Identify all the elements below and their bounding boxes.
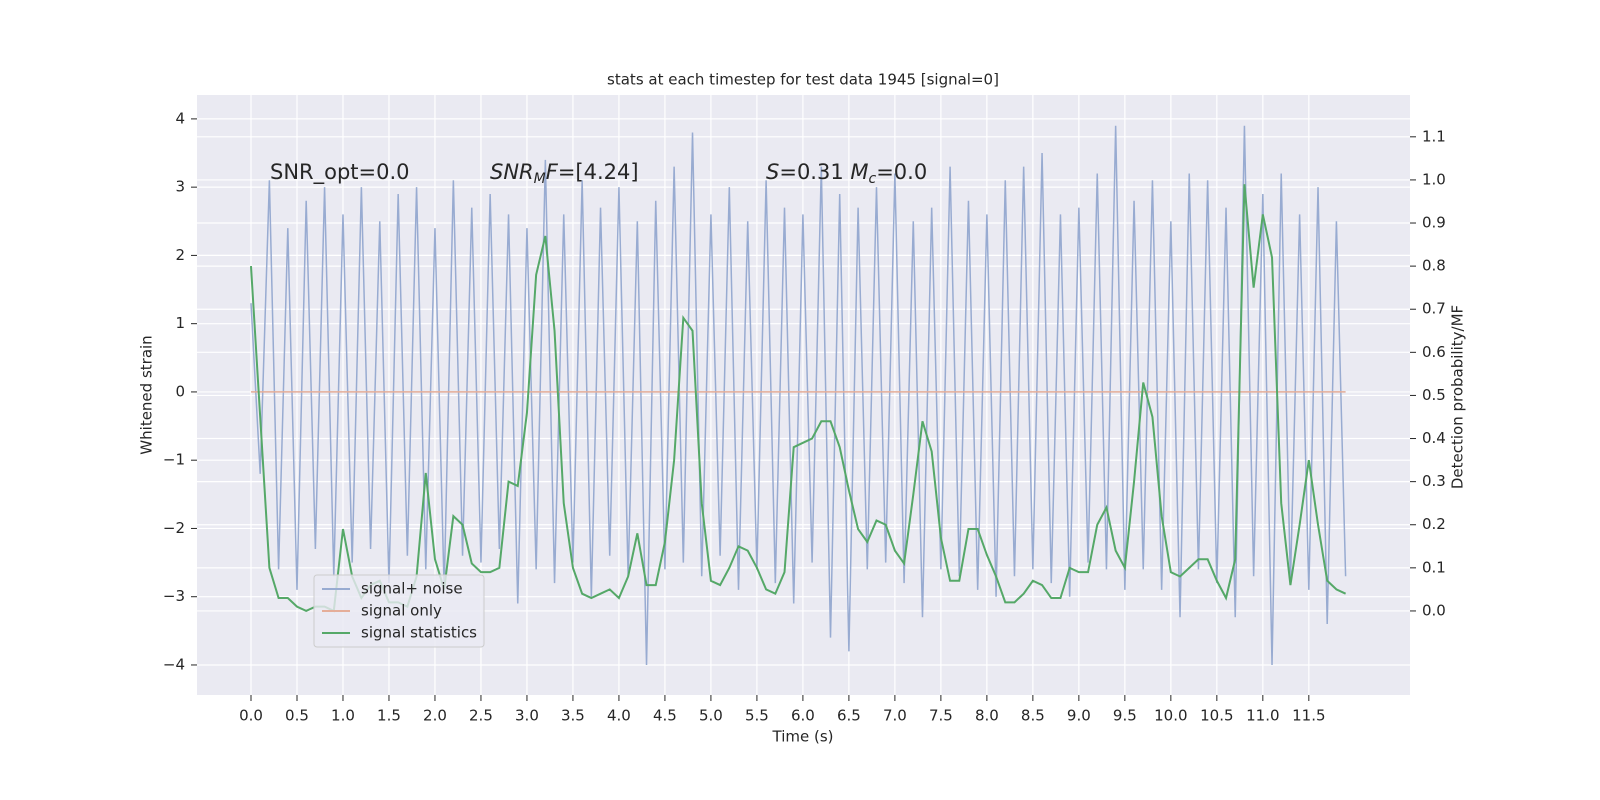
x-tick-label: 8.0 <box>975 707 999 725</box>
y2-tick-label: 0.0 <box>1422 601 1446 619</box>
y-tick-label: −3 <box>163 587 185 605</box>
annotation-part: =[4.24] <box>558 160 639 184</box>
x-tick-label: 9.0 <box>1067 707 1091 725</box>
y2-tick-label: 0.5 <box>1422 386 1446 404</box>
y-tick-label: 2 <box>175 246 185 264</box>
y-tick-label: 0 <box>175 382 185 400</box>
x-tick-label: 10.5 <box>1200 707 1233 725</box>
annotation-part: F <box>546 160 559 184</box>
x-tick-label: 3.5 <box>561 707 585 725</box>
marks <box>249 125 1347 665</box>
x-tick-label: 11.0 <box>1246 707 1279 725</box>
x-tick-label: 4.5 <box>653 707 677 725</box>
y2-tick-label: 0.8 <box>1422 257 1446 275</box>
y-tick-label: 4 <box>175 109 185 127</box>
annotation-part: S <box>766 160 779 184</box>
annotation: S=0.31 Mc=0.0 <box>766 160 927 187</box>
annotation-part: SNR_opt=0.0 <box>270 160 410 185</box>
annotation-part: =0.0 <box>876 160 927 184</box>
y-tick-label: −2 <box>163 519 185 537</box>
x-tick-label: 7.5 <box>929 707 953 725</box>
y-tick-label: −4 <box>163 655 185 673</box>
legend-box <box>313 574 485 648</box>
annotation-part: M <box>850 160 868 184</box>
annotations: SNR_opt=0.0 SNRMF=[4.24] S=0.31 Mc=0.0 <box>270 160 927 187</box>
y-axis-label: Whitened strain <box>138 335 156 454</box>
y-tick-label: 1 <box>175 314 185 332</box>
x-tick-label: 10.0 <box>1154 707 1187 725</box>
y2-axis-label: Detection probability/MF <box>1449 305 1467 489</box>
x-tick-label: 5.0 <box>699 707 723 725</box>
x-tick-label: 2.0 <box>423 707 447 725</box>
annotation: SNRMF=[4.24] <box>490 160 639 187</box>
y2-tick-label: 0.7 <box>1422 300 1446 318</box>
x-tick-label: 4.0 <box>607 707 631 725</box>
x-tick-label: 6.0 <box>791 707 815 725</box>
x-tick-label: 8.5 <box>1021 707 1045 725</box>
y2-tick-label: 0.4 <box>1422 429 1446 447</box>
x-tick-label: 1.5 <box>377 707 401 725</box>
y-tick-label: −1 <box>163 451 185 469</box>
annotation-part: =0.31 <box>779 160 850 184</box>
x-tick-label: 1.0 <box>331 707 355 725</box>
series-line <box>249 184 1347 613</box>
y-tick-label: 3 <box>175 178 185 196</box>
x-tick-label: 2.5 <box>469 707 493 725</box>
x-axis-label: Time (s) <box>772 728 834 746</box>
x-tick-label: 9.5 <box>1113 707 1137 725</box>
chart-title: stats at each timestep for test data 194… <box>607 71 999 89</box>
x-tick-label: 3.0 <box>515 707 539 725</box>
legend-label: signal statistics <box>361 624 477 642</box>
legend-label: signal only <box>361 602 442 620</box>
legend-label: signal+ noise <box>361 580 463 598</box>
x-tick-label: 0.5 <box>285 707 309 725</box>
x-tick-label: 11.5 <box>1292 707 1325 725</box>
legend: signal+ noise signal only signal statistic… <box>313 574 485 648</box>
annotation-part: c <box>869 171 877 187</box>
y2-tick-label: 0.6 <box>1422 343 1446 361</box>
annotation: SNR_opt=0.0 <box>270 160 410 185</box>
y2-tick-label: 1.1 <box>1422 127 1446 145</box>
y2-tick-label: 0.3 <box>1422 472 1446 490</box>
annotation-part: SNR <box>490 160 534 184</box>
y2-tick-label: 0.9 <box>1422 214 1446 232</box>
annotation-part: M <box>534 171 546 187</box>
x-tick-label: 6.5 <box>837 707 861 725</box>
x-tick-label: 0.0 <box>239 707 263 725</box>
y2-tick-label: 0.2 <box>1422 515 1446 533</box>
x-tick-label: 7.0 <box>883 707 907 725</box>
x-tick-label: 5.5 <box>745 707 769 725</box>
y2-tick-label: 0.1 <box>1422 558 1446 576</box>
y2-tick-label: 1.0 <box>1422 170 1446 188</box>
